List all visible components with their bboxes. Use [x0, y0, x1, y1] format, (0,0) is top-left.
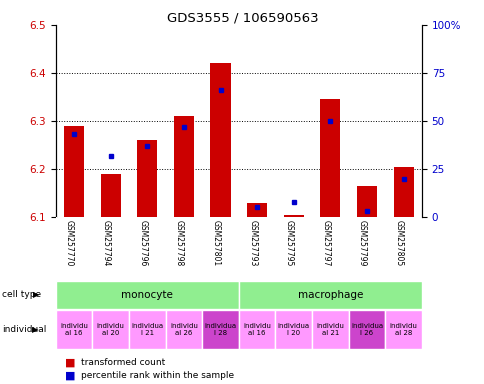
Text: GSM257796: GSM257796 [138, 220, 147, 266]
Bar [393, 167, 413, 217]
Bar [64, 126, 84, 217]
Bar [202, 310, 239, 349]
Bar [319, 99, 340, 217]
Text: GSM257805: GSM257805 [394, 220, 403, 266]
Bar [92, 310, 129, 349]
Text: individu
al 16: individu al 16 [243, 323, 271, 336]
Bar [56, 281, 239, 309]
Bar [173, 116, 194, 217]
Text: GSM257794: GSM257794 [102, 220, 110, 266]
Text: GSM257795: GSM257795 [284, 220, 293, 266]
Text: individua
l 28: individua l 28 [204, 323, 236, 336]
Text: ▶: ▶ [33, 290, 39, 299]
Text: individu
al 21: individu al 21 [316, 323, 344, 336]
Bar [246, 202, 267, 217]
Text: percentile rank within the sample: percentile rank within the sample [81, 371, 234, 380]
Text: GSM257799: GSM257799 [357, 220, 366, 266]
Bar [210, 63, 230, 217]
Text: individual: individual [2, 325, 46, 334]
Text: individu
al 26: individu al 26 [170, 323, 197, 336]
Text: ▶: ▶ [31, 325, 38, 334]
Bar [356, 186, 377, 217]
Bar [283, 215, 303, 217]
Text: GDS3555 / 106590563: GDS3555 / 106590563 [166, 12, 318, 25]
Text: individua
l 21: individua l 21 [131, 323, 163, 336]
Text: GSM257770: GSM257770 [65, 220, 74, 266]
Bar [312, 310, 348, 349]
Bar [239, 281, 421, 309]
Text: individua
l 26: individua l 26 [350, 323, 382, 336]
Text: individu
al 20: individu al 20 [97, 323, 124, 336]
Text: individu
al 16: individu al 16 [60, 323, 88, 336]
Text: monocyte: monocyte [121, 290, 173, 300]
Text: cell type: cell type [2, 290, 42, 299]
Text: GSM257798: GSM257798 [175, 220, 183, 266]
Text: ■: ■ [65, 371, 76, 381]
Bar [348, 310, 385, 349]
Text: ■: ■ [65, 358, 76, 368]
Text: individua
l 20: individua l 20 [277, 323, 309, 336]
Bar [100, 174, 121, 217]
Bar [239, 310, 275, 349]
Text: transformed count: transformed count [81, 358, 165, 367]
Text: GSM257801: GSM257801 [211, 220, 220, 266]
Bar [56, 310, 92, 349]
Bar [137, 140, 157, 217]
Bar [166, 310, 202, 349]
Bar [275, 310, 312, 349]
Text: individu
al 28: individu al 28 [389, 323, 417, 336]
Text: GSM257797: GSM257797 [321, 220, 330, 266]
Bar [129, 310, 166, 349]
Text: macrophage: macrophage [297, 290, 363, 300]
Bar [384, 310, 421, 349]
Text: GSM257793: GSM257793 [248, 220, 257, 266]
